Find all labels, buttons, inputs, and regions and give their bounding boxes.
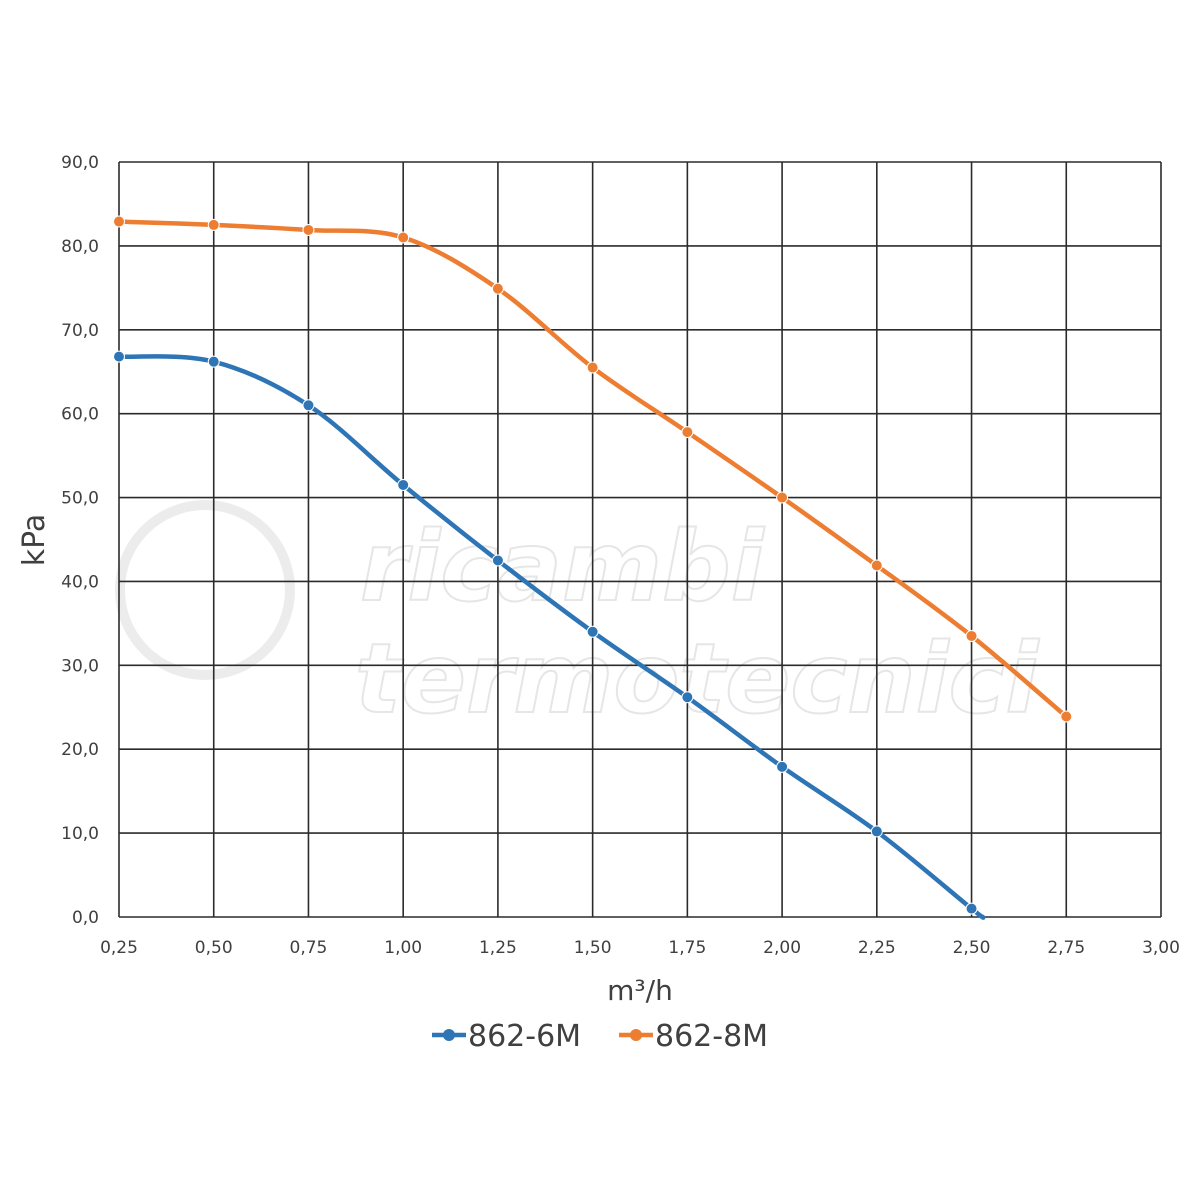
x-tick-label: 1,50: [574, 938, 612, 958]
y-tick-label: 10,0: [61, 824, 99, 844]
data-point: [870, 825, 883, 838]
data-point: [681, 691, 694, 704]
x-tick-label: 3,00: [1142, 938, 1180, 958]
legend-label: 862-6M: [468, 1019, 581, 1054]
legend-swatch-marker: [630, 1029, 642, 1041]
series-862-6M: [113, 350, 986, 920]
y-tick-label: 20,0: [61, 740, 99, 760]
data-point: [302, 399, 315, 412]
legend-swatch-marker: [443, 1029, 455, 1041]
x-tick-label: 2,25: [858, 938, 896, 958]
data-point: [965, 902, 978, 915]
data-point: [397, 478, 410, 491]
y-tick-label: 30,0: [61, 656, 99, 676]
y-tick-label: 80,0: [61, 237, 99, 257]
data-point: [586, 625, 599, 638]
data-point: [776, 760, 789, 773]
legend-item: 862-6M: [432, 1019, 581, 1054]
watermark-logo-ring: [115, 500, 295, 680]
y-tick-label: 60,0: [61, 405, 99, 425]
x-tick-label: 2,50: [953, 938, 991, 958]
data-point: [965, 629, 978, 642]
x-tick-label: 0,75: [290, 938, 328, 958]
x-axis-title: m³/h: [607, 974, 673, 1007]
x-tick-label: 1,25: [479, 938, 517, 958]
axis-labels: 0,25 0,50 0,75 1,00 1,25 1,50 1,75 2,00 2,25 2,50…: [61, 153, 1180, 958]
legend-item: 862-8M: [619, 1019, 768, 1054]
data-point: [113, 215, 125, 228]
y-tick-label: 90,0: [61, 153, 99, 173]
data-point: [491, 282, 504, 295]
watermark: ricambi termotecnici: [115, 500, 1040, 736]
y-tick-label: 40,0: [61, 572, 99, 592]
legend: 862-6M 862-8M: [432, 1019, 768, 1054]
legend-label: 862-8M: [655, 1019, 768, 1054]
x-tick-label: 2,75: [1047, 938, 1085, 958]
x-tick-label: 0,50: [195, 938, 233, 958]
data-point: [491, 554, 504, 567]
y-tick-label: 70,0: [61, 321, 99, 341]
y-axis-title: kPa: [17, 514, 52, 567]
data-point: [586, 361, 599, 374]
x-tick-label: 1,75: [668, 938, 706, 958]
watermark-line-1: ricambi: [360, 511, 765, 623]
x-tick-label: 2,00: [763, 938, 801, 958]
data-point: [207, 218, 220, 231]
data-point: [1060, 710, 1073, 723]
data-point: [207, 355, 220, 368]
x-tick-label: 1,00: [384, 938, 422, 958]
data-point: [397, 231, 410, 244]
data-point: [681, 426, 694, 439]
series-layer: [113, 215, 1073, 920]
data-point: [776, 491, 789, 504]
series-862-8M: [113, 215, 1073, 723]
watermark-line-2: termotecnici: [355, 623, 1039, 735]
data-point: [302, 223, 315, 236]
y-tick-label: 0,0: [72, 908, 99, 928]
data-point: [870, 559, 883, 572]
y-tick-label: 50,0: [61, 489, 99, 509]
x-tick-label: 0,25: [100, 938, 138, 958]
data-point: [113, 350, 125, 363]
